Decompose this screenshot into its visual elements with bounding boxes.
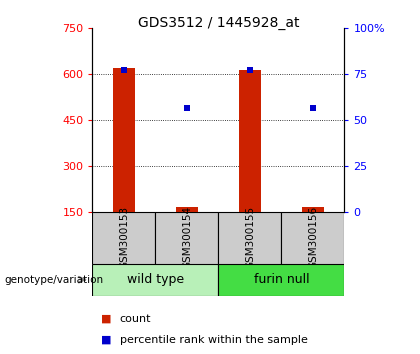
Text: genotype/variation: genotype/variation	[4, 275, 103, 285]
Text: GSM300153: GSM300153	[119, 205, 129, 269]
Bar	[302, 207, 324, 212]
Text: furin null: furin null	[254, 273, 309, 286]
Bar	[176, 207, 198, 212]
Bar	[239, 70, 261, 212]
Text: GSM300154: GSM300154	[182, 205, 192, 269]
Text: count: count	[120, 314, 151, 324]
Bar	[113, 68, 135, 212]
Bar	[92, 264, 218, 296]
Text: GSM300155: GSM300155	[245, 205, 255, 269]
Text: GDS3512 / 1445928_at: GDS3512 / 1445928_at	[138, 16, 299, 30]
Bar	[155, 212, 218, 264]
Bar	[218, 212, 281, 264]
Bar	[218, 264, 344, 296]
Text: ■: ■	[101, 335, 111, 345]
Text: wild type: wild type	[127, 273, 184, 286]
Bar	[281, 212, 344, 264]
Text: GSM300156: GSM300156	[308, 205, 318, 269]
Text: percentile rank within the sample: percentile rank within the sample	[120, 335, 307, 345]
Text: ■: ■	[101, 314, 111, 324]
Bar	[92, 212, 155, 264]
